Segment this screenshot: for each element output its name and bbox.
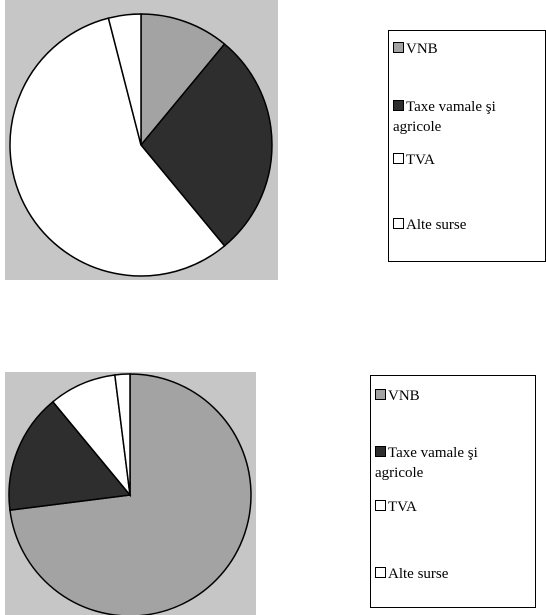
pie-slice — [107, 13, 142, 146]
legend-label: VNB — [406, 41, 438, 57]
pie-slice — [8, 400, 132, 512]
legend: VNB Taxe vamale şi agricole TVA Alte surse — [370, 375, 536, 608]
legend-item: TVA — [375, 497, 525, 517]
legend-item: TVA — [393, 150, 543, 170]
legend-item: VNB — [393, 39, 543, 59]
legend: VNB Taxe vamale şi agricole TVA Alte surse — [388, 30, 546, 262]
legend-swatch — [393, 42, 404, 53]
legend-swatch — [375, 567, 386, 578]
legend-item: Taxe vamale şi agricole — [393, 97, 543, 137]
pie-slice — [140, 13, 226, 148]
legend-swatch — [375, 500, 386, 511]
pie-slice — [113, 373, 131, 496]
legend-item: Alte surse — [375, 564, 525, 584]
legend-label: TVA — [406, 152, 435, 168]
legend-label: Taxe vamale şi agricole — [393, 99, 496, 135]
legend-swatch — [393, 153, 404, 164]
legend-item: Alte surse — [393, 215, 543, 235]
legend-label: TVA — [388, 499, 417, 515]
legend-label: VNB — [388, 388, 420, 404]
legend-swatch — [375, 389, 386, 400]
legend-swatch — [393, 100, 404, 111]
legend-label: Alte surse — [406, 217, 467, 233]
legend-label: Alte surse — [388, 566, 449, 582]
legend-swatch — [393, 218, 404, 229]
pie-slice — [140, 43, 273, 247]
pie-slice — [9, 17, 226, 277]
legend-item: Taxe vamale şi agricole — [375, 443, 525, 483]
legend-label: Taxe vamale şi agricole — [375, 445, 478, 481]
legend-item: VNB — [375, 386, 525, 406]
legend-swatch — [375, 446, 386, 457]
